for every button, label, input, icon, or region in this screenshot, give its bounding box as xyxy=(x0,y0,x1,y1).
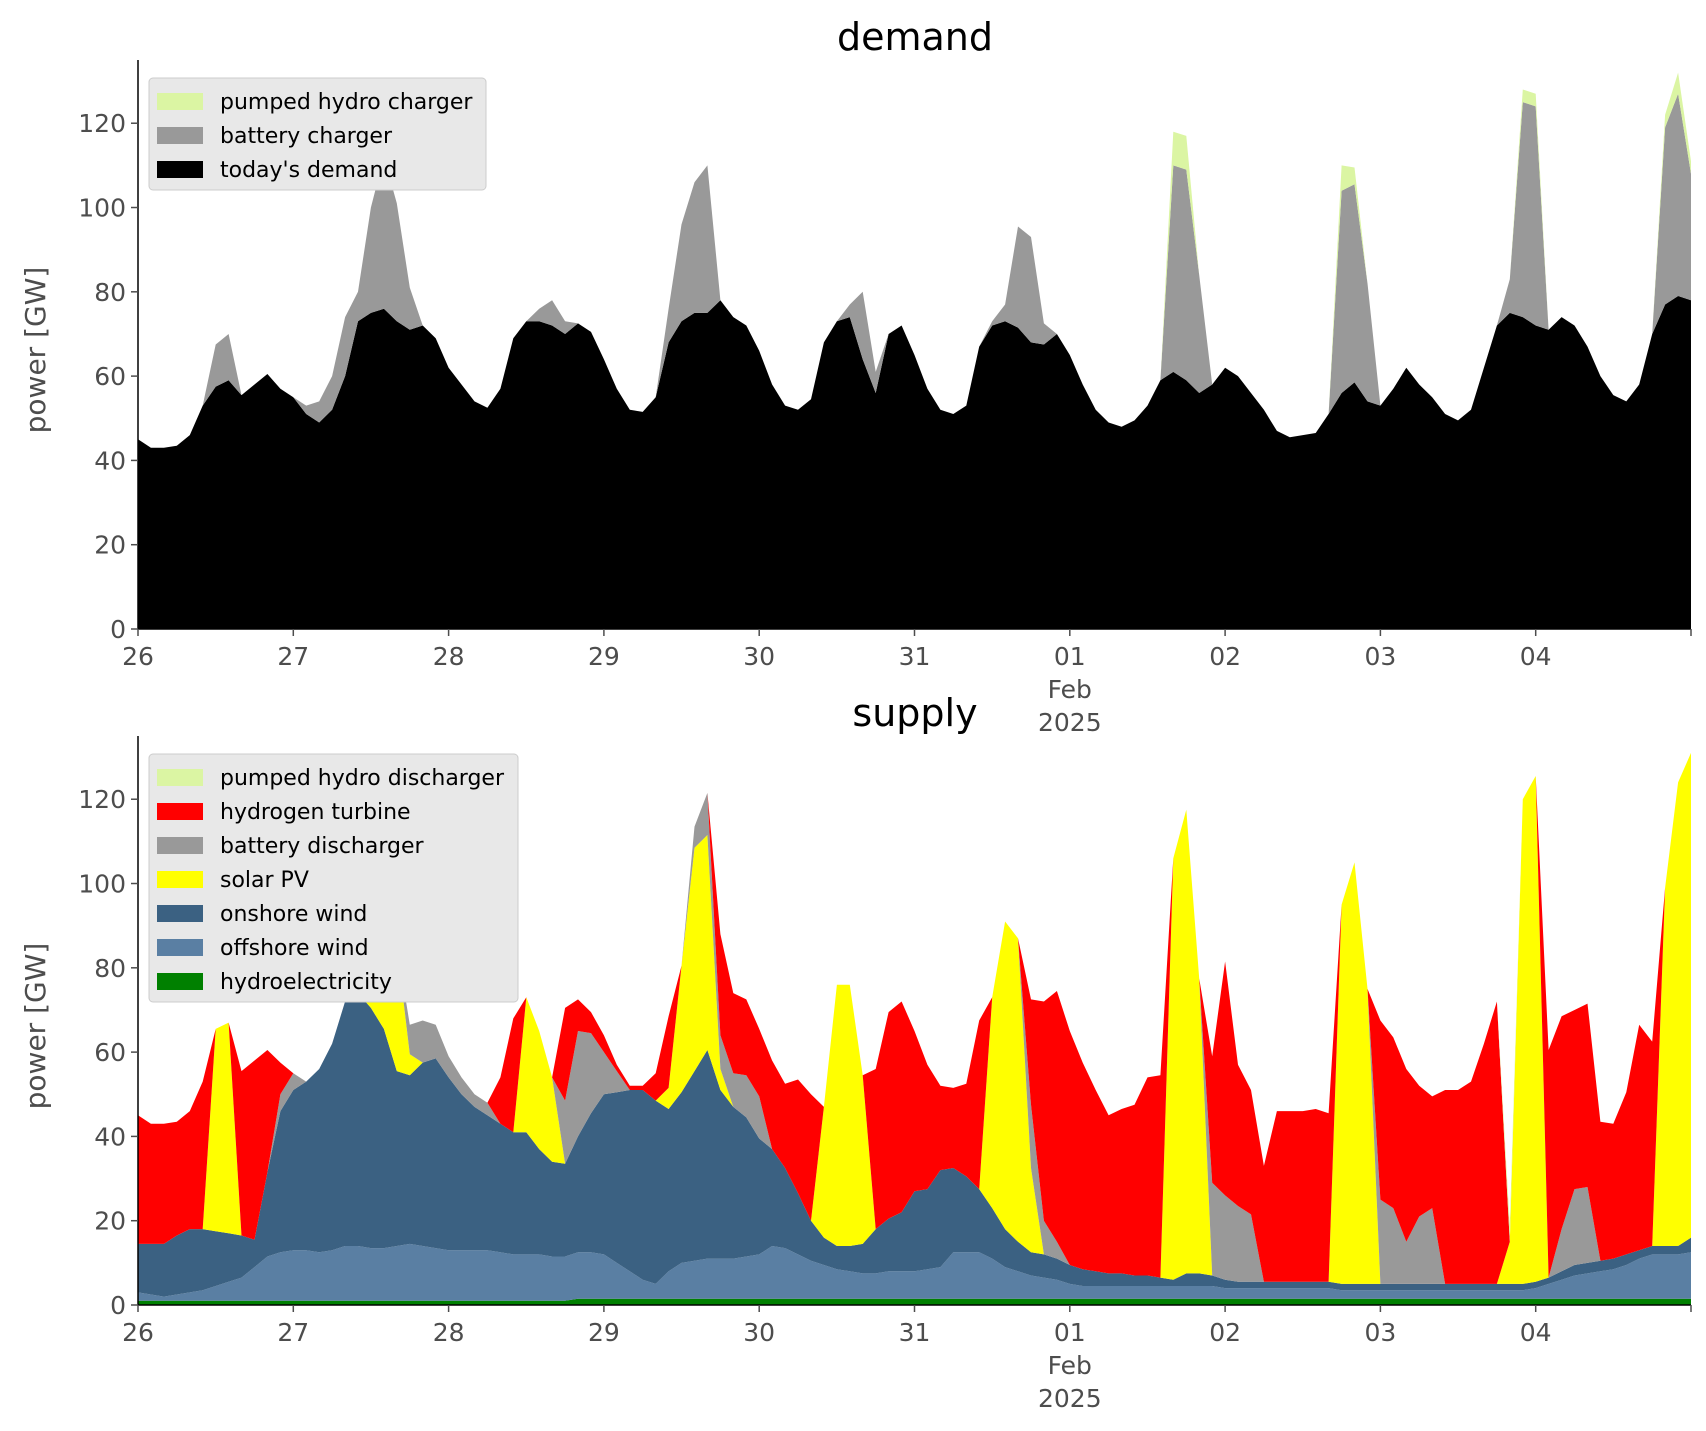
supply-legend-swatch-offshore-wind xyxy=(157,939,203,956)
supply-legend-swatch-pumped-hydro-discharger xyxy=(157,769,203,786)
supply-x-tick-label: 26 xyxy=(122,1318,154,1347)
demand-y-tick-label: 0 xyxy=(110,615,126,644)
supply-y-tick-label: 120 xyxy=(78,785,126,814)
supply-y-tick-label: 0 xyxy=(110,1291,126,1320)
demand-y-tick-label: 60 xyxy=(94,362,126,391)
supply-x-tick-label: 31 xyxy=(899,1318,931,1347)
supply-legend-label-onshore-wind: onshore wind xyxy=(220,902,367,927)
demand-x-tick-label: 03 xyxy=(1364,642,1396,671)
demand-x-tick-label: 31 xyxy=(899,642,931,671)
supply-title: supply xyxy=(852,691,977,735)
demand-legend: pumped hydro charger battery charger today… xyxy=(148,77,487,191)
demand-x-tick-label: 29 xyxy=(588,642,620,671)
supply-x-tick-label: 01 Feb 2025 xyxy=(1038,1318,1102,1413)
demand-legend-swatch-pumped-hydro-charger xyxy=(157,93,203,110)
demand-legend-swatch-today-s-demand xyxy=(157,161,203,178)
supply-area-hydroelectricity xyxy=(138,1298,1691,1305)
supply-x-tick-label: 27 xyxy=(277,1318,309,1347)
demand-x-tick-label: 28 xyxy=(433,642,465,671)
demand-y-tick-label: 40 xyxy=(94,446,126,475)
demand-areas xyxy=(138,72,1691,629)
supply-area-hydrogen-turbine xyxy=(138,752,1691,1284)
supply-area-onshore-wind xyxy=(138,993,1691,1297)
supply-legend: pumped hydro discharger hydrogen turbine b… xyxy=(148,753,519,1003)
demand-x-tick-label: 02 xyxy=(1209,642,1241,671)
supply-x-tick-label: 29 xyxy=(588,1318,620,1347)
demand-x-tick-label: 04 xyxy=(1520,642,1552,671)
demand-legend-swatch-battery-charger xyxy=(157,127,203,144)
supply-legend-label-offshore-wind: offshore wind xyxy=(220,936,369,961)
demand-legend-label-pumped-hydro-charger: pumped hydro charger xyxy=(220,90,473,115)
demand-y-axis-label: power [GW] xyxy=(19,267,52,434)
demand-legend-label-battery-charger: battery charger xyxy=(220,124,393,149)
demand-title: demand xyxy=(837,15,993,59)
supply-legend-label-battery-discharger: battery discharger xyxy=(220,834,425,859)
supply-area-offshore-wind xyxy=(138,1243,1691,1301)
supply-area-solar-pv xyxy=(138,752,1691,1284)
supply-legend-swatch-battery-discharger xyxy=(157,837,203,854)
supply-y-tick-label: 40 xyxy=(94,1122,126,1151)
supply-legend-box xyxy=(148,753,519,1003)
supply-legend-label-pumped-hydro-discharger: pumped hydro discharger xyxy=(220,766,505,791)
demand-x-tick-label: 27 xyxy=(277,642,309,671)
demand-y-tick-label: 100 xyxy=(78,194,126,223)
demand-x-tick-label: 26 xyxy=(122,642,154,671)
demand-y-tick-label: 20 xyxy=(94,531,126,560)
supply-legend-swatch-hydroelectricity xyxy=(157,973,203,990)
demand-legend-label-today-s-demand: today's demand xyxy=(220,158,397,183)
supply-x-tick-label: 30 xyxy=(743,1318,775,1347)
supply-y-tick-label: 20 xyxy=(94,1207,126,1236)
demand-y-tick-label: 120 xyxy=(78,109,126,138)
demand-area-today-s-demand xyxy=(138,296,1691,629)
demand-y-tick-label: 80 xyxy=(94,278,126,307)
supply-x-tick-label: 04 xyxy=(1520,1318,1552,1347)
demand-legend-box xyxy=(148,77,487,191)
supply-y-tick-label: 80 xyxy=(94,954,126,983)
supply-y-tick-label: 100 xyxy=(78,870,126,899)
demand-x-tick-label: 01 Feb 2025 xyxy=(1038,642,1102,737)
supply-y-axis-label: power [GW] xyxy=(19,943,52,1110)
supply-legend-swatch-hydrogen-turbine xyxy=(157,803,203,820)
demand-axes: 0 20 40 60 80 100 120 26 27 28 29 30 31 01 Feb 2025 02 03… xyxy=(78,60,1692,737)
supply-legend-swatch-solar-pv xyxy=(157,871,203,888)
demand-area-battery-charger xyxy=(138,93,1691,448)
supply-legend-label-hydrogen-turbine: hydrogen turbine xyxy=(220,800,411,825)
supply-x-tick-label: 28 xyxy=(433,1318,465,1347)
supply-areas xyxy=(138,752,1691,1305)
supply-legend-label-hydroelectricity: hydroelectricity xyxy=(220,970,392,995)
supply-y-tick-label: 60 xyxy=(94,1038,126,1067)
supply-x-tick-label: 02 xyxy=(1209,1318,1241,1347)
supply-x-tick-label: 03 xyxy=(1364,1318,1396,1347)
supply-axes: 0 20 40 60 80 100 120 26 27 28 29 30 31 01 Feb 2025 02 03… xyxy=(78,736,1692,1413)
demand-x-tick-label: 30 xyxy=(743,642,775,671)
supply-legend-swatch-onshore-wind xyxy=(157,905,203,922)
supply-legend-label-solar-pv: solar PV xyxy=(220,868,309,893)
